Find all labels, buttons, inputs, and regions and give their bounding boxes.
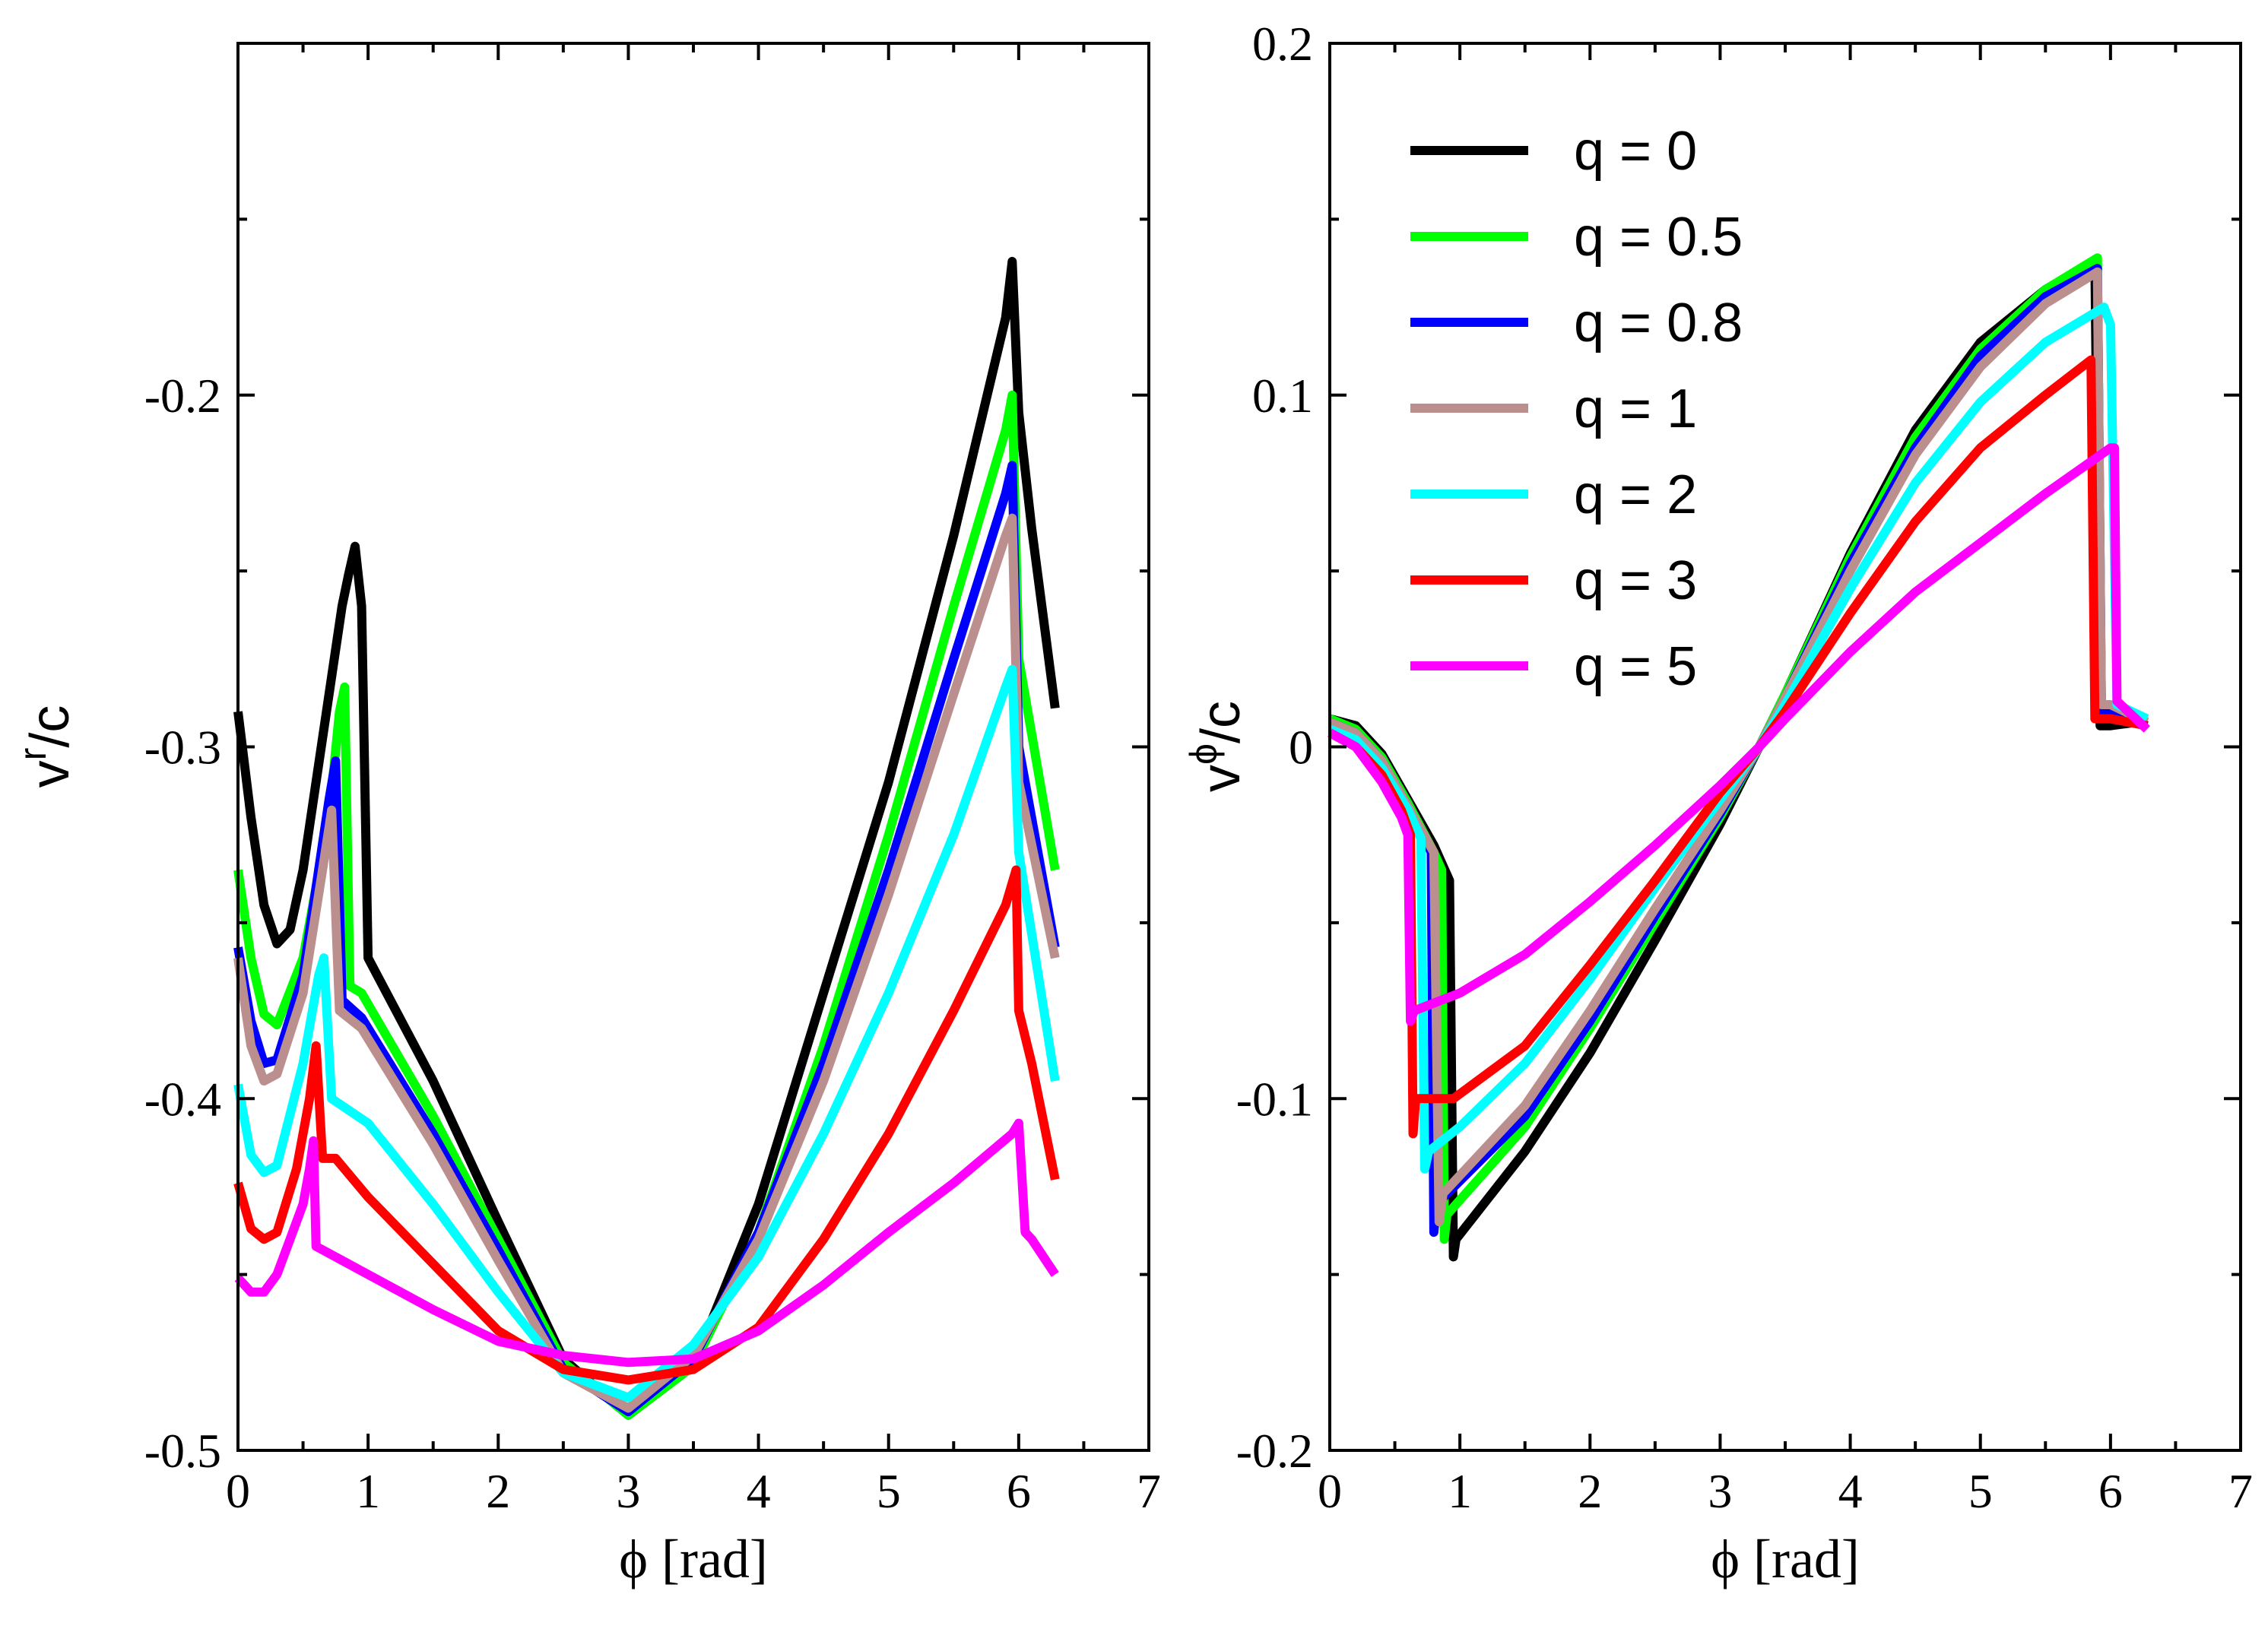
left-x-axis-title: ϕ [rad] [619,1529,768,1589]
left-x-tick-label: 6 [1007,1464,1031,1518]
left-y-axis-title: vr/c [11,705,81,788]
right-ticks-layer: 0 1 2 3 4 5 6 7 -0.2 -0.1 0 0.1 0.2 [1236,17,2253,1518]
right-y-axis-title-base: v [1191,765,1251,792]
right-y-tick-label: 0 [1289,721,1313,775]
right-x-tick-label: 2 [1578,1464,1602,1518]
left-y-tick-label: -0.4 [144,1072,221,1126]
left-y-tick-label: -0.2 [144,369,221,423]
left-series-line-q-0 [233,256,1060,1420]
legend-label: q = 0.5 [1574,207,1743,268]
right-x-tick-label: 4 [1838,1464,1863,1518]
left-plot-panel: 0 1 2 3 4 5 6 7 -0.5 -0.4 -0.3 -0.2 ϕ [rad] vr/c [11,42,1161,1589]
legend: q = 0 q = 0.5 q = 0.8 q = 1 q = 2 q = 3 q = 5 [1410,121,1743,697]
right-y-axis-title-sup: ϕ [1182,743,1225,765]
right-x-tick-label: 6 [2098,1464,2123,1518]
legend-label: q = 1 [1574,379,1697,439]
right-x-tick-label: 3 [1708,1464,1732,1518]
left-series-line-q-2 [233,664,1060,1402]
right-series-layer [1327,253,2150,1262]
left-x-tick-label: 0 [226,1464,250,1518]
right-x-tick-label: 0 [1318,1464,1342,1518]
right-plot-frame [1328,42,2242,1452]
right-x-tick-label: 1 [1448,1464,1472,1518]
left-x-tick-label: 2 [486,1464,510,1518]
left-y-axis-title-tail: /c [20,705,81,748]
left-x-tick-label: 4 [747,1464,771,1518]
left-ticks-layer: 0 1 2 3 4 5 6 7 -0.5 -0.4 -0.3 -0.2 [144,42,1161,1518]
legend-label: q = 0 [1574,121,1697,182]
left-y-tick-label: -0.3 [144,721,221,775]
right-y-tick-label: -0.2 [1236,1424,1313,1478]
right-x-axis-title: ϕ [rad] [1711,1529,1860,1589]
right-y-axis-title: vϕ/c [1182,701,1251,792]
left-series-line-q-0-5 [233,390,1060,1420]
left-y-axis-title-sup: r [11,748,54,761]
legend-label: q = 0.8 [1574,293,1743,353]
left-series-layer [233,256,1060,1420]
right-x-tick-label: 5 [1968,1464,1993,1518]
right-series-line-q-5 [1327,443,2150,1026]
right-plot-panel: 0 1 2 3 4 5 6 7 -0.2 -0.1 0 0.1 0.2 ϕ [rad] vϕ/c q =… [1182,17,2253,1589]
left-series-line-q-1 [233,513,1060,1413]
legend-label: q = 2 [1574,464,1697,525]
left-series-line-q-5 [234,1118,1059,1368]
right-y-axis-title-tail: /c [1191,701,1251,743]
left-y-axis-title-base: v [20,760,81,788]
left-x-tick-label: 1 [356,1464,380,1518]
legend-label: q = 5 [1574,636,1697,697]
left-x-tick-label: 3 [616,1464,640,1518]
left-x-tick-label: 7 [1137,1464,1161,1518]
legend-label: q = 3 [1574,550,1697,611]
right-x-tick-label: 7 [2228,1464,2253,1518]
right-y-tick-label: 0.1 [1252,369,1313,423]
left-series-line-q-3 [233,865,1060,1385]
right-y-tick-label: 0.2 [1252,17,1313,71]
right-y-tick-label: -0.1 [1236,1072,1313,1126]
left-y-tick-label: -0.5 [144,1424,221,1478]
left-x-tick-label: 5 [877,1464,901,1518]
